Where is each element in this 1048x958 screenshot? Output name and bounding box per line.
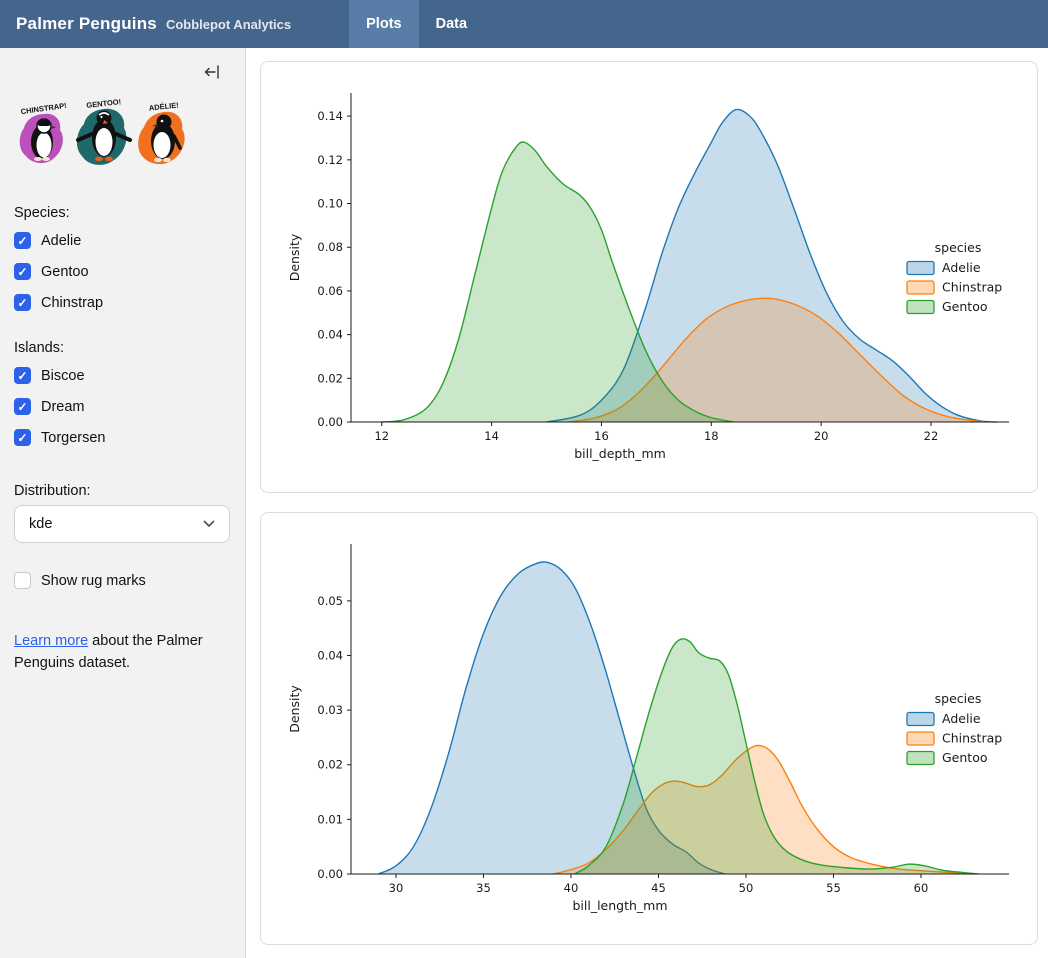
legend-label-gentoo: Gentoo bbox=[942, 750, 988, 765]
checkbox-checked-icon[interactable]: ✓ bbox=[14, 232, 31, 249]
island-checkbox-dream[interactable]: ✓ Dream bbox=[14, 391, 229, 422]
legend-label-chinstrap: Chinstrap bbox=[942, 731, 1002, 746]
x-tick-label: 22 bbox=[924, 429, 939, 443]
checkbox-checked-icon[interactable]: ✓ bbox=[14, 367, 31, 384]
x-tick-label: 20 bbox=[814, 429, 829, 443]
species-label: Species: bbox=[14, 205, 229, 221]
legend-swatch-gentoo bbox=[907, 301, 934, 314]
plot-card-bill-length: 30 35 40 45 50 55 60 0.00 0.01 0.02 0.03 0.04 0.05 bi… bbox=[260, 512, 1038, 945]
legend-label-chinstrap: Chinstrap bbox=[942, 280, 1002, 295]
y-tick-label: 0.06 bbox=[317, 284, 343, 298]
learn-more-link[interactable]: Learn more bbox=[14, 633, 88, 649]
y-tick-label: 0.02 bbox=[317, 758, 343, 772]
checkbox-label: Biscoe bbox=[41, 368, 85, 384]
rug-marks-label: Show rug marks bbox=[41, 573, 146, 589]
checkbox-label: Dream bbox=[41, 399, 85, 415]
islands-checkbox-group: ✓ Biscoe ✓ Dream ✓ Torgersen bbox=[14, 360, 229, 453]
checkbox-checked-icon[interactable]: ✓ bbox=[14, 429, 31, 446]
legend-label-adelie: Adelie bbox=[942, 711, 981, 726]
legend-swatch-adelie bbox=[907, 713, 934, 726]
x-tick-label: 18 bbox=[704, 429, 719, 443]
nav-tabs: Plots Data bbox=[349, 0, 484, 48]
app-brand: Palmer Penguins Cobblepot Analytics bbox=[0, 14, 307, 34]
x-tick-label: 55 bbox=[826, 881, 841, 895]
y-tick-label: 0.02 bbox=[317, 371, 343, 385]
chevron-down-icon bbox=[203, 520, 215, 528]
tab-data[interactable]: Data bbox=[419, 0, 484, 48]
y-tick-label: 0.00 bbox=[317, 867, 343, 881]
species-checkbox-group: ✓ Adelie ✓ Gentoo ✓ Chinstrap bbox=[14, 225, 229, 318]
species-checkbox-adelie[interactable]: ✓ Adelie bbox=[14, 225, 229, 256]
checkbox-label: Torgersen bbox=[41, 430, 105, 446]
app-header: Palmer Penguins Cobblepot Analytics Plot… bbox=[0, 0, 1048, 48]
y-axis-label: Density bbox=[287, 233, 302, 281]
chart-legend: species Adelie Chinstrap Gentoo bbox=[907, 240, 1002, 314]
y-tick-label: 0.05 bbox=[317, 594, 343, 608]
collapse-sidebar-icon[interactable] bbox=[201, 62, 223, 85]
x-tick-label: 16 bbox=[594, 429, 609, 443]
legend-swatch-chinstrap bbox=[907, 281, 934, 294]
logo-label-adelie: ADÉLIE! bbox=[148, 100, 179, 112]
logo-label-chinstrap: CHINSTRAP! bbox=[20, 101, 67, 116]
x-tick-label: 35 bbox=[476, 881, 491, 895]
checkbox-label: Adelie bbox=[41, 233, 81, 249]
y-axis-label: Density bbox=[287, 685, 302, 733]
legend-title: species bbox=[935, 240, 982, 255]
legend-label-adelie: Adelie bbox=[942, 260, 981, 275]
dataset-footnote: Learn more about the Palmer Penguins dat… bbox=[14, 630, 214, 675]
distribution-label: Distribution: bbox=[14, 483, 229, 499]
main-content: 12 14 16 18 20 22 0.00 0.02 0.04 0.06 0.08 0.10 0.12… bbox=[247, 48, 1048, 958]
tab-plots[interactable]: Plots bbox=[349, 0, 418, 48]
checkbox-label: Gentoo bbox=[41, 264, 89, 280]
checkbox-checked-icon[interactable]: ✓ bbox=[14, 263, 31, 280]
page-subtitle: Cobblepot Analytics bbox=[166, 17, 291, 32]
x-tick-label: 60 bbox=[914, 881, 929, 895]
x-tick-label: 40 bbox=[564, 881, 579, 895]
island-checkbox-biscoe[interactable]: ✓ Biscoe bbox=[14, 360, 229, 391]
y-tick-label: 0.08 bbox=[317, 240, 343, 254]
sidebar: CHINSTRAP! GENTOO! bbox=[0, 48, 246, 958]
y-tick-label: 0.00 bbox=[317, 415, 343, 429]
y-tick-label: 0.03 bbox=[317, 703, 343, 717]
legend-swatch-chinstrap bbox=[907, 732, 934, 745]
x-tick-label: 14 bbox=[484, 429, 499, 443]
y-tick-label: 0.14 bbox=[317, 109, 343, 123]
island-checkbox-torgersen[interactable]: ✓ Torgersen bbox=[14, 422, 229, 453]
bill-depth-kde-chart: 12 14 16 18 20 22 0.00 0.02 0.04 0.06 0.08 0.10 0.12… bbox=[261, 62, 1038, 493]
x-axis-label: bill_depth_mm bbox=[574, 446, 666, 461]
plot-card-bill-depth: 12 14 16 18 20 22 0.00 0.02 0.04 0.06 0.08 0.10 0.12… bbox=[260, 61, 1038, 493]
legend-swatch-gentoo bbox=[907, 752, 934, 765]
page-title: Palmer Penguins bbox=[16, 14, 157, 34]
x-tick-label: 45 bbox=[651, 881, 666, 895]
bill-length-kde-chart: 30 35 40 45 50 55 60 0.00 0.01 0.02 0.03 0.04 0.05 bi… bbox=[261, 513, 1038, 945]
penguins-logo: CHINSTRAP! GENTOO! bbox=[14, 96, 229, 187]
x-axis-label: bill_length_mm bbox=[572, 898, 667, 913]
distribution-select[interactable]: kde bbox=[14, 505, 230, 543]
chart-legend: species Adelie Chinstrap Gentoo bbox=[907, 691, 1002, 765]
checkbox-checked-icon[interactable]: ✓ bbox=[14, 398, 31, 415]
x-tick-label: 50 bbox=[739, 881, 754, 895]
checkbox-label: Chinstrap bbox=[41, 295, 103, 311]
distribution-select-value: kde bbox=[29, 516, 52, 532]
species-checkbox-chinstrap[interactable]: ✓ Chinstrap bbox=[14, 287, 229, 318]
rug-marks-checkbox-row[interactable]: Show rug marks bbox=[14, 565, 229, 596]
y-tick-label: 0.04 bbox=[317, 648, 343, 662]
legend-title: species bbox=[935, 691, 982, 706]
x-tick-label: 30 bbox=[389, 881, 404, 895]
y-tick-label: 0.04 bbox=[317, 328, 343, 342]
x-tick-label: 12 bbox=[374, 429, 389, 443]
legend-swatch-adelie bbox=[907, 262, 934, 275]
islands-label: Islands: bbox=[14, 340, 229, 356]
rug-marks-checkbox[interactable] bbox=[14, 572, 31, 589]
logo-label-gentoo: GENTOO! bbox=[86, 97, 122, 110]
legend-label-gentoo: Gentoo bbox=[942, 299, 988, 314]
arrow-left-to-bar-icon bbox=[203, 64, 221, 80]
checkbox-checked-icon[interactable]: ✓ bbox=[14, 294, 31, 311]
species-checkbox-gentoo[interactable]: ✓ Gentoo bbox=[14, 256, 229, 287]
y-tick-label: 0.01 bbox=[317, 812, 343, 826]
y-tick-label: 0.12 bbox=[317, 153, 343, 167]
y-tick-label: 0.10 bbox=[317, 197, 343, 211]
